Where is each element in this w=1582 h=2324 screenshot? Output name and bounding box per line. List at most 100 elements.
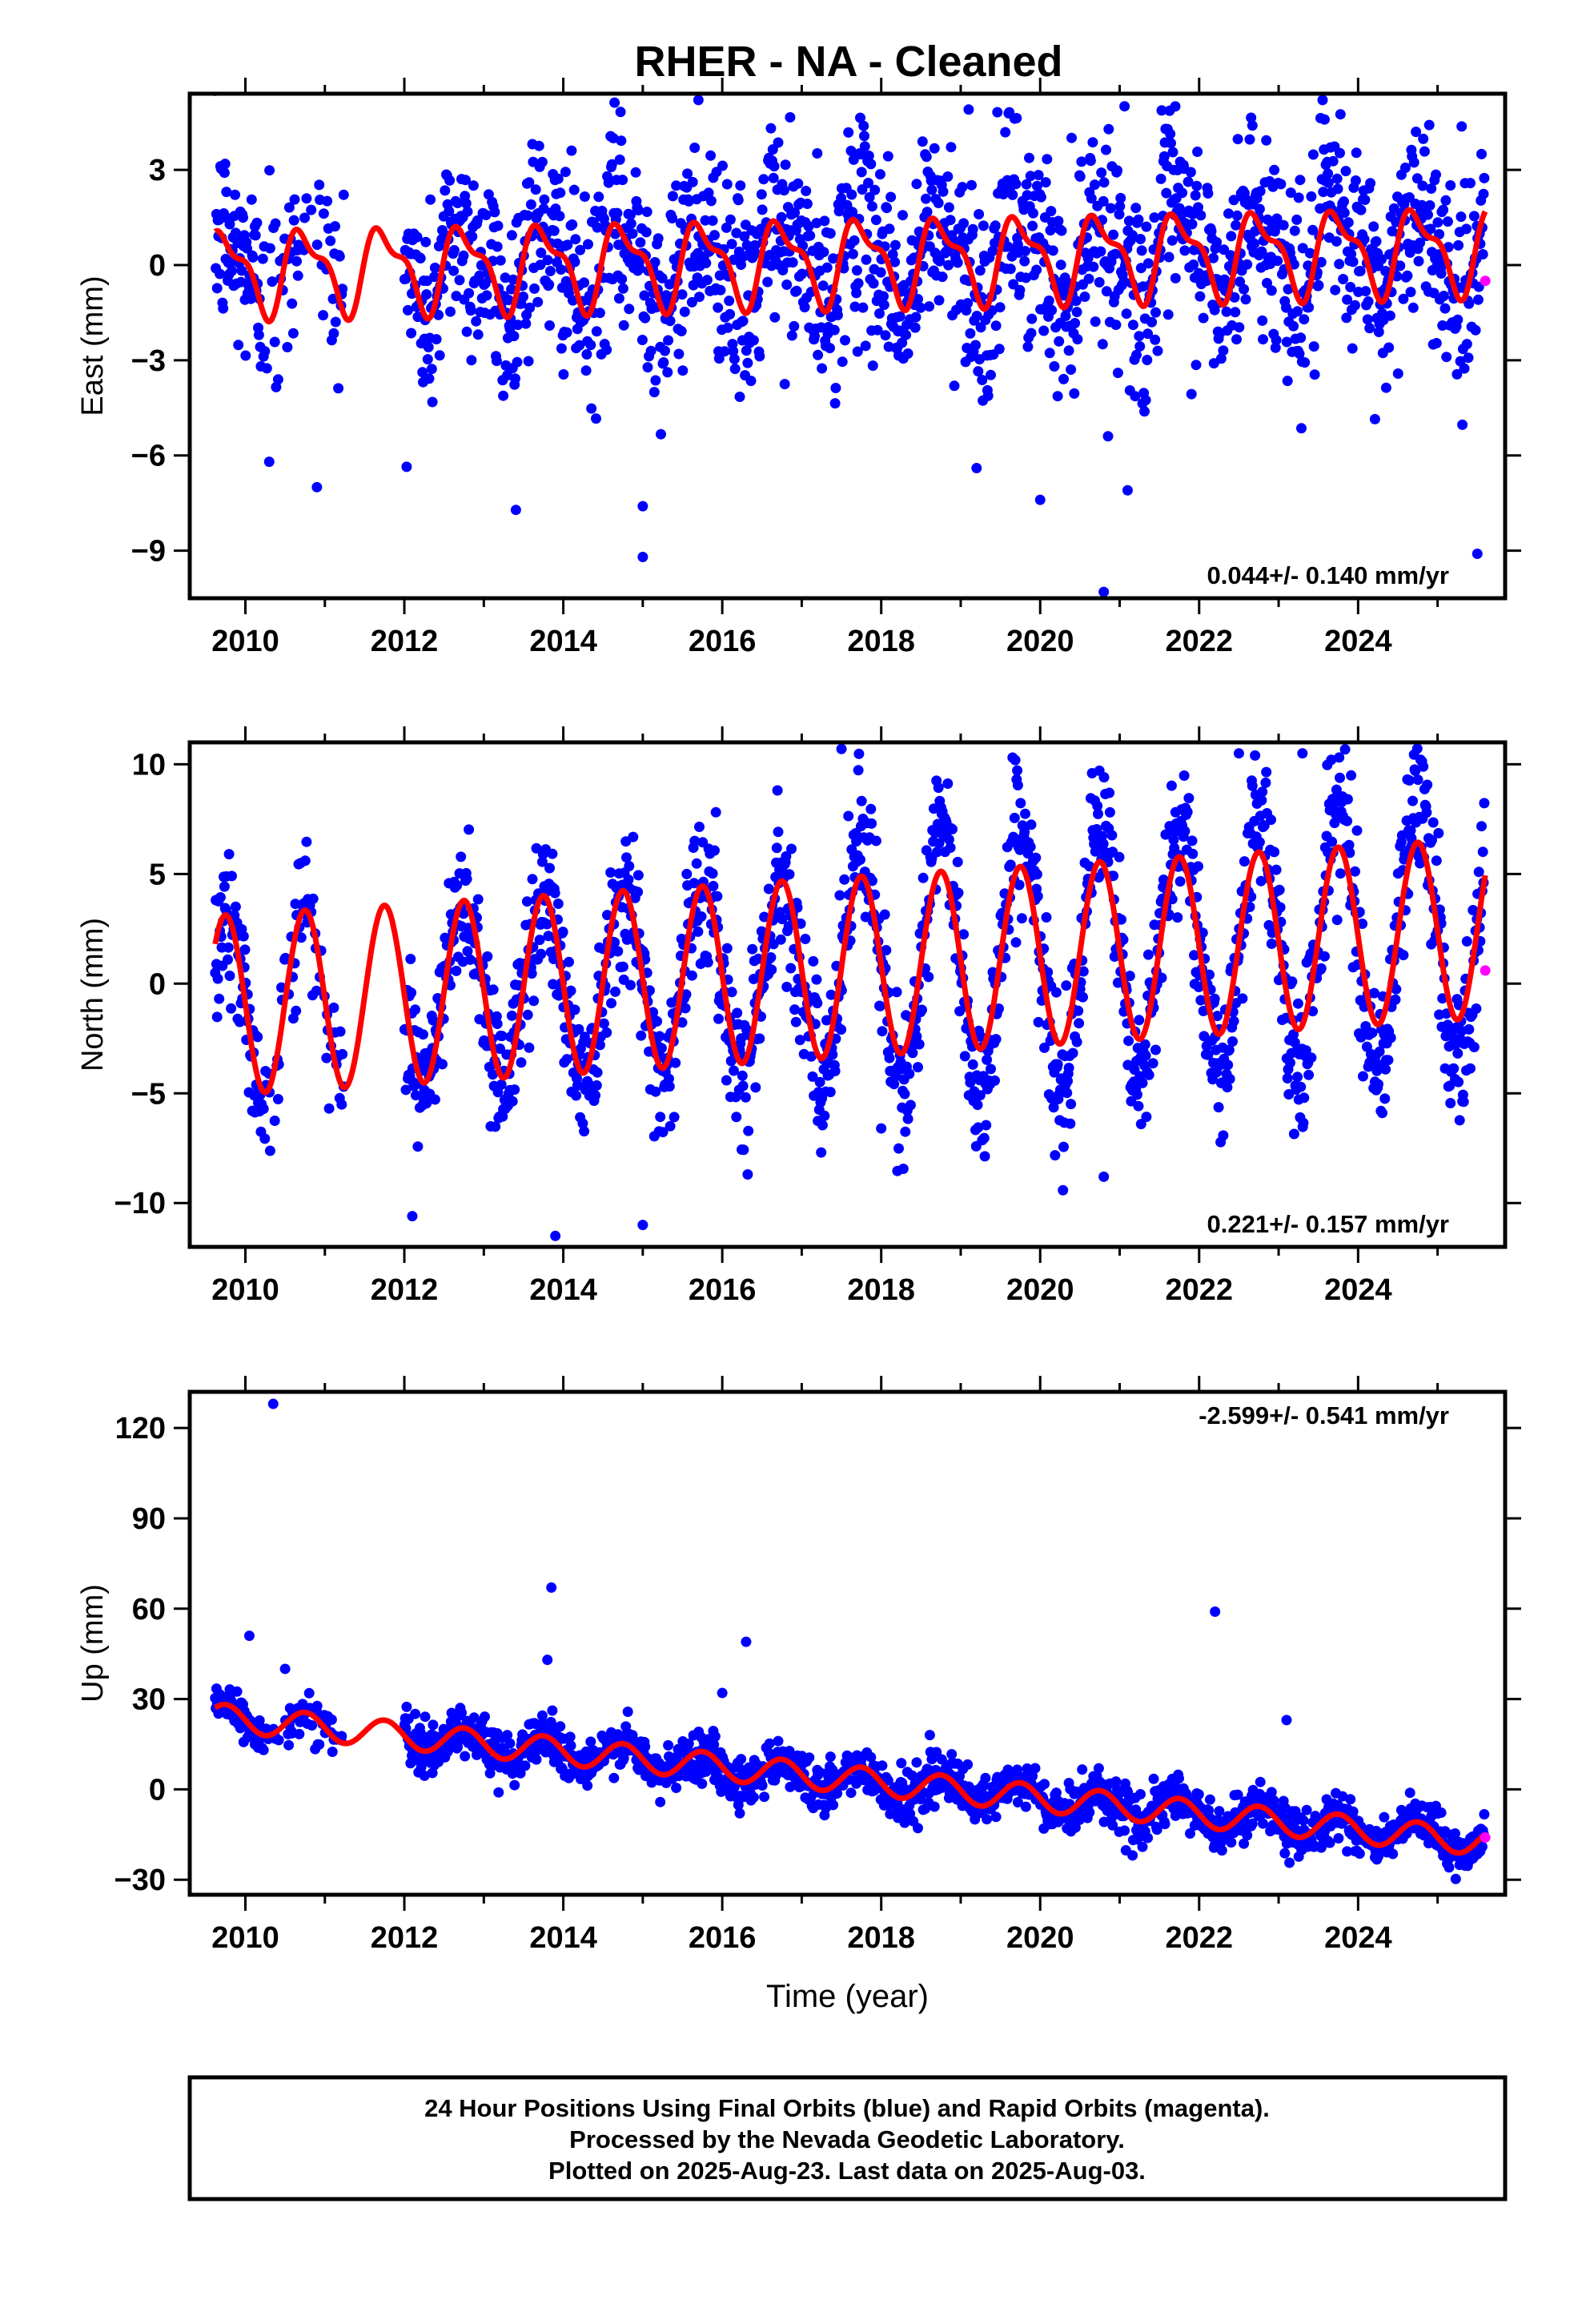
data-point — [326, 1714, 337, 1725]
data-point — [1053, 215, 1064, 227]
outlier-point — [311, 481, 323, 493]
data-point — [1380, 1063, 1391, 1075]
data-point — [994, 302, 1006, 313]
data-point — [721, 179, 733, 190]
data-point — [832, 1788, 843, 1799]
data-point — [487, 1069, 498, 1080]
data-point — [574, 340, 585, 351]
data-point — [943, 834, 954, 845]
data-point — [1317, 94, 1328, 106]
data-point — [736, 1754, 747, 1765]
data-point — [811, 218, 822, 228]
data-point — [292, 270, 303, 281]
data-point — [682, 168, 693, 179]
data-point — [1281, 302, 1291, 313]
data-point — [943, 259, 954, 271]
data-point — [492, 241, 503, 252]
data-point — [1326, 754, 1337, 766]
data-point — [777, 914, 788, 925]
data-point — [484, 1767, 496, 1779]
data-point — [1142, 1832, 1154, 1844]
data-point — [1105, 203, 1116, 214]
data-point — [784, 1746, 795, 1756]
data-point — [938, 186, 949, 197]
data-point — [1403, 775, 1415, 786]
data-point — [403, 304, 413, 316]
north-rapid-orbit-point — [1480, 965, 1491, 976]
data-point — [406, 987, 417, 999]
data-point — [677, 289, 688, 300]
data-point — [1187, 848, 1199, 859]
data-point — [740, 1092, 751, 1103]
data-point — [763, 883, 774, 895]
data-point — [1422, 779, 1433, 790]
x-tick-label: 2010 — [211, 625, 279, 658]
data-point — [819, 215, 830, 227]
data-point — [847, 248, 858, 259]
outlier-point — [876, 1123, 887, 1134]
data-point — [1424, 200, 1435, 211]
data-point — [1255, 875, 1267, 887]
data-point — [579, 1126, 590, 1137]
data-point — [541, 919, 552, 930]
data-point — [1009, 812, 1020, 823]
data-point — [422, 354, 433, 365]
data-point — [1156, 105, 1167, 116]
data-point — [1468, 905, 1479, 915]
data-point — [617, 175, 628, 186]
data-point — [1391, 983, 1402, 995]
data-point — [677, 365, 689, 376]
data-point — [1383, 1055, 1394, 1066]
data-point — [1089, 179, 1100, 191]
data-point — [521, 896, 532, 907]
data-point — [537, 1718, 548, 1728]
data-point — [524, 1042, 535, 1053]
data-point — [429, 1094, 440, 1105]
data-point — [801, 186, 812, 196]
data-point — [1131, 1089, 1142, 1100]
data-point — [1074, 1018, 1085, 1029]
data-point — [663, 1739, 674, 1751]
data-point — [1215, 353, 1227, 364]
data-point — [1050, 987, 1062, 998]
data-point — [1224, 1073, 1235, 1084]
data-point — [1026, 313, 1038, 324]
data-point — [219, 881, 230, 892]
data-point — [1005, 263, 1016, 275]
data-point — [460, 175, 471, 186]
data-point — [1247, 780, 1258, 791]
data-point — [811, 974, 822, 985]
x-tick-label: 2016 — [689, 1273, 757, 1307]
data-point — [1066, 364, 1077, 375]
data-point — [667, 213, 678, 223]
data-point — [1431, 855, 1442, 866]
data-point — [1407, 302, 1419, 313]
data-point — [966, 179, 977, 191]
outlier-point — [1233, 748, 1244, 759]
data-point — [1167, 147, 1178, 158]
data-point — [877, 1760, 888, 1771]
data-point — [967, 1059, 978, 1070]
data-point — [652, 1015, 663, 1027]
data-point — [530, 184, 541, 195]
data-point — [1332, 183, 1343, 195]
data-point — [1306, 191, 1317, 202]
data-point — [990, 1811, 1002, 1823]
data-point — [303, 1687, 315, 1699]
data-point — [1257, 315, 1268, 326]
data-point — [1078, 966, 1089, 977]
data-point — [840, 335, 850, 346]
data-point — [618, 320, 629, 331]
x-tick-label: 2010 — [211, 1273, 279, 1307]
data-point — [965, 328, 976, 339]
data-point — [594, 308, 605, 319]
data-point — [949, 380, 960, 392]
data-point — [288, 215, 299, 226]
data-point — [1010, 937, 1022, 948]
data-point — [1052, 1059, 1063, 1070]
data-point — [621, 852, 632, 863]
data-point — [1195, 210, 1207, 221]
data-point — [729, 1065, 739, 1076]
north-panel: 2010 2012 2014 2016 2018 2020 2022 20241050−5−1… — [76, 726, 1521, 1307]
data-point — [593, 191, 604, 203]
